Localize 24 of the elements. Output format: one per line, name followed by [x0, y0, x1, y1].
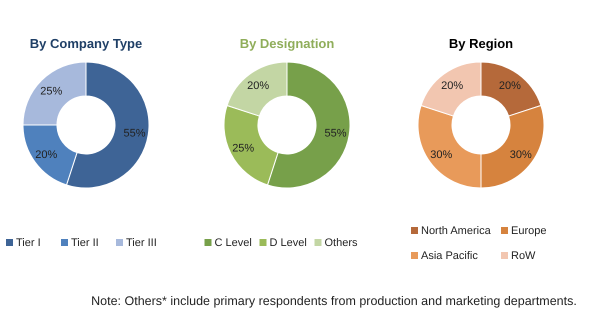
legend-label: Tier I [16, 237, 41, 249]
chart-title: By Region [448, 36, 514, 51]
legend-label: RoW [511, 250, 536, 262]
legend-label: North America [421, 225, 492, 237]
legend-label: Tier III [126, 237, 157, 249]
data-label: 20% [441, 80, 464, 92]
data-label: 55% [324, 128, 347, 140]
data-label: 20% [498, 80, 522, 92]
data-label: 20% [35, 148, 58, 161]
legend-label: Asia Pacific [421, 250, 478, 262]
data-label: 55% [124, 128, 146, 140]
chart-title: By Company Type [30, 36, 142, 51]
text: Note: Others* include primary respondents from production and marketing departments. [91, 294, 577, 308]
legend-label: D Level [270, 237, 307, 249]
legend-label: Europe [511, 225, 546, 237]
data-label: 30% [430, 148, 452, 161]
data-label: 30% [510, 148, 532, 161]
legend-label: C Level [214, 237, 252, 249]
data-label: 25% [232, 142, 254, 154]
chart-title: By Designation [240, 36, 334, 51]
legend-label: Others [324, 237, 358, 249]
legend-label: Tier II [71, 237, 99, 249]
data-label: 20% [247, 80, 270, 92]
data-label: 25% [40, 85, 62, 98]
